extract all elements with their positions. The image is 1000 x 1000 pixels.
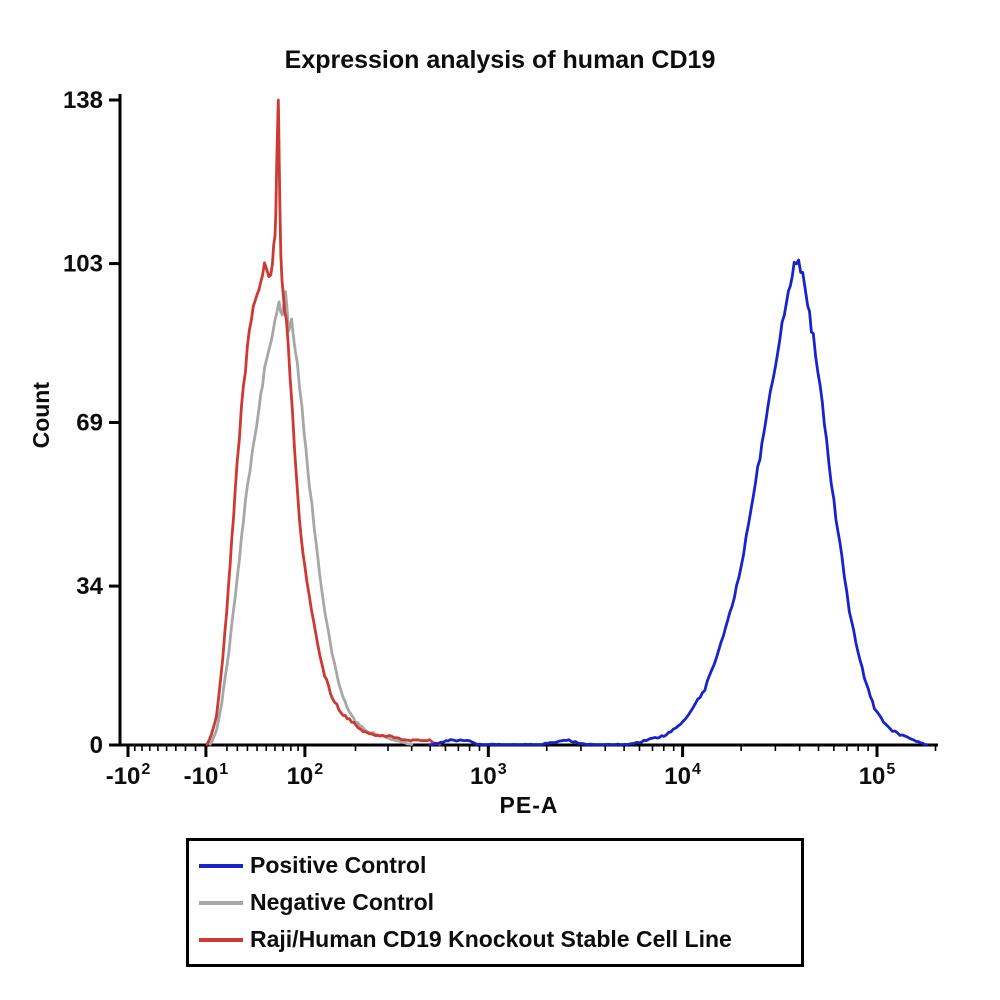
flow-histogram-chart: 0 34 69 103 138 -102 -101 102 103 104 105 bbox=[63, 87, 938, 790]
x-tick-label: -101 bbox=[184, 761, 229, 790]
x-tick-label: 102 bbox=[287, 761, 324, 790]
y-tick-label: 0 bbox=[90, 732, 103, 759]
legend-line-knockout bbox=[199, 937, 243, 942]
series-curve-raji-human-cd19-knockout-stable-cell-line bbox=[205, 98, 442, 746]
y-tick-label: 103 bbox=[63, 251, 103, 278]
x-tick-label: -102 bbox=[106, 761, 151, 790]
legend-label-positive-control: Positive Control bbox=[250, 852, 427, 878]
x-tick-label: 103 bbox=[470, 761, 507, 790]
x-tick-label: 104 bbox=[664, 761, 701, 790]
chart-title: Expression analysis of human CD19 bbox=[284, 46, 716, 74]
legend-line-positive-control bbox=[199, 863, 243, 868]
legend-label-negative-control: Negative Control bbox=[250, 889, 435, 915]
series-curve-negative-control bbox=[208, 290, 414, 746]
legend: Positive Control Negative Control Raji/H… bbox=[186, 838, 804, 967]
legend-item-negative-control: Negative Control bbox=[199, 884, 791, 921]
y-tick-label: 69 bbox=[76, 410, 103, 437]
y-tick-label: 138 bbox=[63, 87, 103, 114]
legend-line-negative-control bbox=[199, 900, 243, 905]
legend-label-knockout: Raji/Human CD19 Knockout Stable Cell Lin… bbox=[250, 926, 732, 952]
y-tick-label: 34 bbox=[76, 573, 103, 600]
series-curve-positive-control bbox=[428, 258, 928, 746]
x-tick-label: 105 bbox=[859, 761, 896, 790]
legend-item-knockout-line: Raji/Human CD19 Knockout Stable Cell Lin… bbox=[199, 921, 791, 958]
legend-item-positive-control: Positive Control bbox=[199, 847, 791, 884]
x-axis-label: PE-A bbox=[499, 792, 559, 818]
